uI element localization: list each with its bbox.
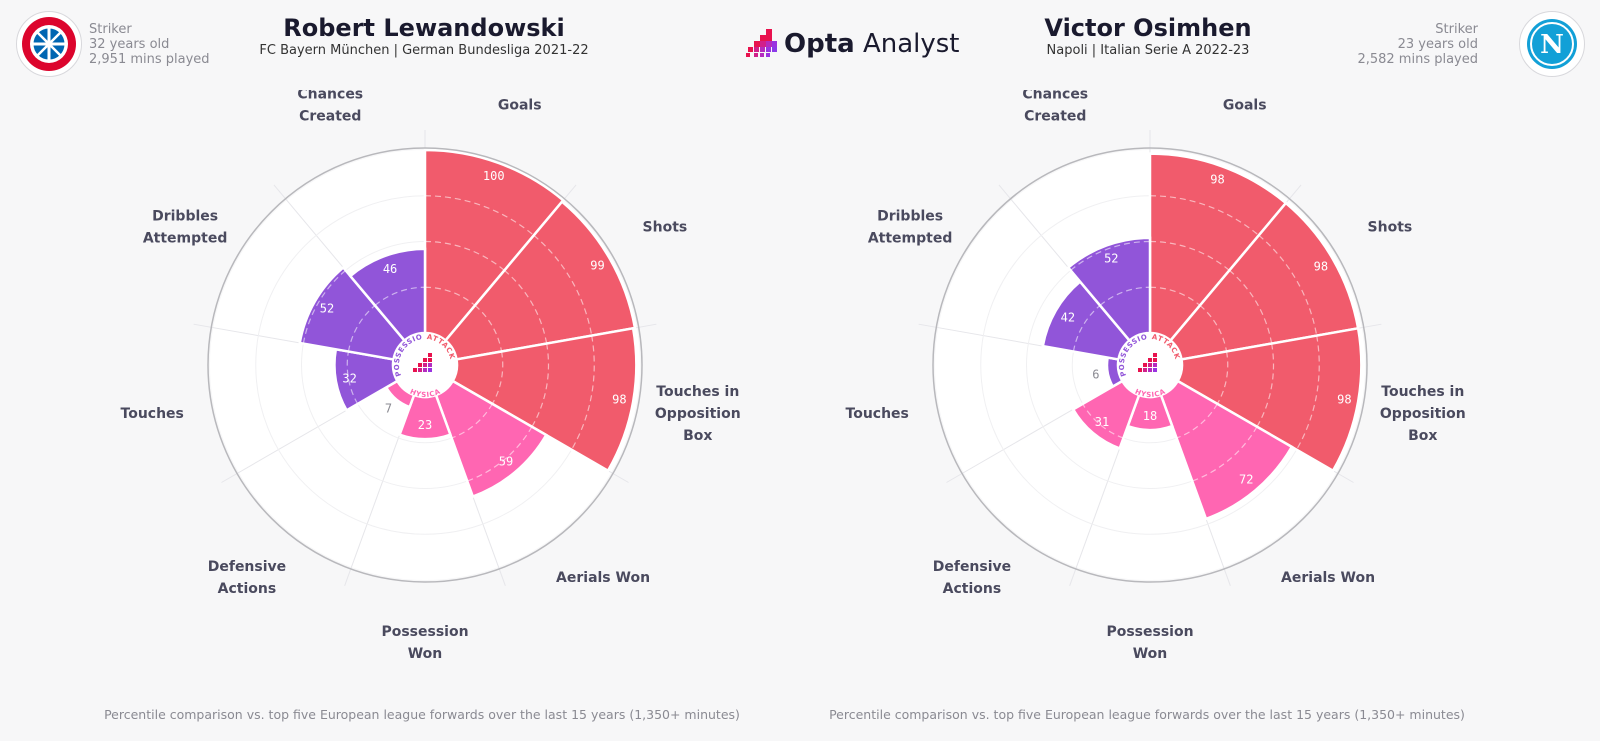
bar-gridline: [467, 426, 533, 482]
bar-gridline: [1258, 234, 1318, 336]
value-label-dribbles-attempted: 52: [320, 301, 334, 315]
axis-label-touches-in-opposition-box: Touches in Opposition Box: [1380, 384, 1466, 444]
axis-label-aerials-won: Aerials Won: [1281, 570, 1375, 586]
value-label-defensive-actions: 31: [1095, 415, 1109, 429]
axis-label-shots: Shots: [643, 220, 688, 236]
bar-gridline: [424, 286, 476, 306]
value-label-touches-in-opposition-box: 98: [612, 392, 626, 406]
osimhen-radar-chart: 98989872183164252ATTACKINGPOSSESSIONPHYS…: [765, 90, 1466, 662]
bar-gridline: [503, 269, 548, 344]
value-label-possession-won: 18: [1143, 409, 1157, 423]
radar-outer-ring: [932, 147, 1368, 583]
bar-gridline: [531, 343, 550, 428]
bar-gridline: [346, 351, 359, 405]
bar-gridline: [474, 304, 503, 352]
bar-gridline: [1256, 343, 1275, 428]
value-label-possession-won: 23: [418, 418, 432, 432]
left-player-name: Robert Lewandowski: [283, 14, 565, 42]
left-player-meta: Striker 32 years old 2,951 mins played: [89, 22, 210, 67]
axis-label-possession-won: Possession Won: [381, 624, 468, 662]
bar-gridline: [1176, 403, 1218, 439]
right-player-subtitle: Napoli | Italian Serie A 2022-23: [1046, 43, 1250, 58]
right-age: 23 years old: [1397, 37, 1478, 52]
value-label-chances-created: 52: [1104, 252, 1118, 266]
axis-label-dribbles-attempted: Dribbles Attempted: [143, 209, 228, 247]
right-footnote: Percentile comparison vs. top five Europ…: [829, 707, 1465, 722]
bar-gridline: [533, 234, 593, 336]
value-label-chances-created: 46: [383, 262, 397, 276]
axis-label-aerials-won: Aerials Won: [556, 570, 650, 586]
bar-gridline: [1199, 304, 1228, 352]
value-label-goals: 98: [1210, 173, 1224, 187]
svg-text:N: N: [1540, 30, 1564, 60]
bar-gridline: [1216, 351, 1229, 405]
bayern-crest-icon: [22, 17, 76, 71]
bar-gridline: [374, 286, 426, 306]
value-label-touches: 6: [1092, 368, 1099, 382]
bar-gridline: [424, 195, 535, 236]
axis-label-chances-created: Chances Created: [297, 90, 363, 125]
value-label-defensive-actions: 7: [385, 402, 392, 416]
lewandowski-radar-chart: 100999859237325246ATTACKINGPOSSESSIONPHY…: [40, 90, 741, 662]
bar-gridline: [451, 403, 493, 439]
value-label-aerials-won: 59: [499, 454, 513, 468]
opta-analyst-logo: Opta Analyst: [746, 26, 960, 62]
value-label-aerials-won: 72: [1239, 473, 1253, 487]
left-footnote: Percentile comparison vs. top five Europ…: [104, 707, 740, 722]
axis-label-dribbles-attempted: Dribbles Attempted: [868, 209, 953, 247]
left-player-subtitle: FC Bayern München | German Bundesliga 20…: [259, 43, 589, 58]
axis-label-chances-created: Chances Created: [1022, 90, 1088, 125]
right-minutes: 2,582 mins played: [1357, 52, 1478, 67]
brand-name: Opta Analyst: [784, 29, 960, 59]
axis-label-goals: Goals: [498, 98, 542, 114]
bar-gridline: [424, 240, 505, 271]
left-age: 32 years old: [89, 37, 170, 52]
bar-gridline: [1149, 286, 1201, 306]
value-label-goals: 100: [483, 169, 505, 183]
right-player-meta: Striker 23 years old 2,582 mins played: [1357, 22, 1478, 67]
bar-gridline: [1296, 335, 1320, 450]
napoli-badge: N: [1519, 11, 1585, 77]
bar-gridline: [491, 351, 504, 405]
bar-gridline: [1192, 426, 1258, 482]
value-label-shots: 99: [590, 258, 604, 272]
radar-outer-ring: [207, 147, 643, 583]
right-player-name: Victor Osimhen: [1044, 14, 1252, 42]
axis-label-goals: Goals: [1223, 98, 1267, 114]
axis-label-touches: Touches: [121, 406, 184, 422]
bar-gridline: [571, 335, 595, 450]
right-position: Striker: [1435, 22, 1478, 37]
bar-gridline: [302, 269, 347, 344]
axis-label-defensive-actions: Defensive Actions: [208, 559, 286, 597]
bayern-badge: [16, 11, 82, 77]
bar-touches-in-opposition-box: [451, 326, 638, 473]
value-label-dribbles-attempted: 42: [1061, 311, 1075, 325]
napoli-crest-icon: N: [1527, 19, 1577, 69]
bar-gridline: [1099, 286, 1151, 306]
left-position: Striker: [89, 22, 132, 37]
bar-gridline: [1149, 195, 1260, 236]
bar-gridline: [1149, 240, 1230, 271]
axis-label-shots: Shots: [1368, 220, 1413, 236]
left-minutes: 2,951 mins played: [89, 52, 210, 67]
bar-gridline: [1082, 403, 1124, 439]
axis-label-touches: Touches: [846, 406, 909, 422]
bar-touches-in-opposition-box: [1176, 326, 1363, 473]
bar-gridline: [1070, 240, 1151, 271]
axis-label-defensive-actions: Defensive Actions: [933, 559, 1011, 597]
bar-gridline: [1072, 304, 1101, 352]
axis-label-possession-won: Possession Won: [1106, 624, 1193, 662]
opta-pixel-icon: [746, 29, 777, 57]
value-label-touches-in-opposition-box: 98: [1337, 392, 1351, 406]
hub-pixel-icon: [1138, 353, 1157, 372]
bar-gridline: [347, 304, 376, 352]
axis-label-touches-in-opposition-box: Touches in Opposition Box: [655, 384, 741, 444]
bar-gridline: [1228, 269, 1273, 344]
value-label-touches: 32: [342, 371, 356, 385]
hub-pixel-icon: [413, 353, 432, 372]
value-label-shots: 98: [1314, 259, 1328, 273]
